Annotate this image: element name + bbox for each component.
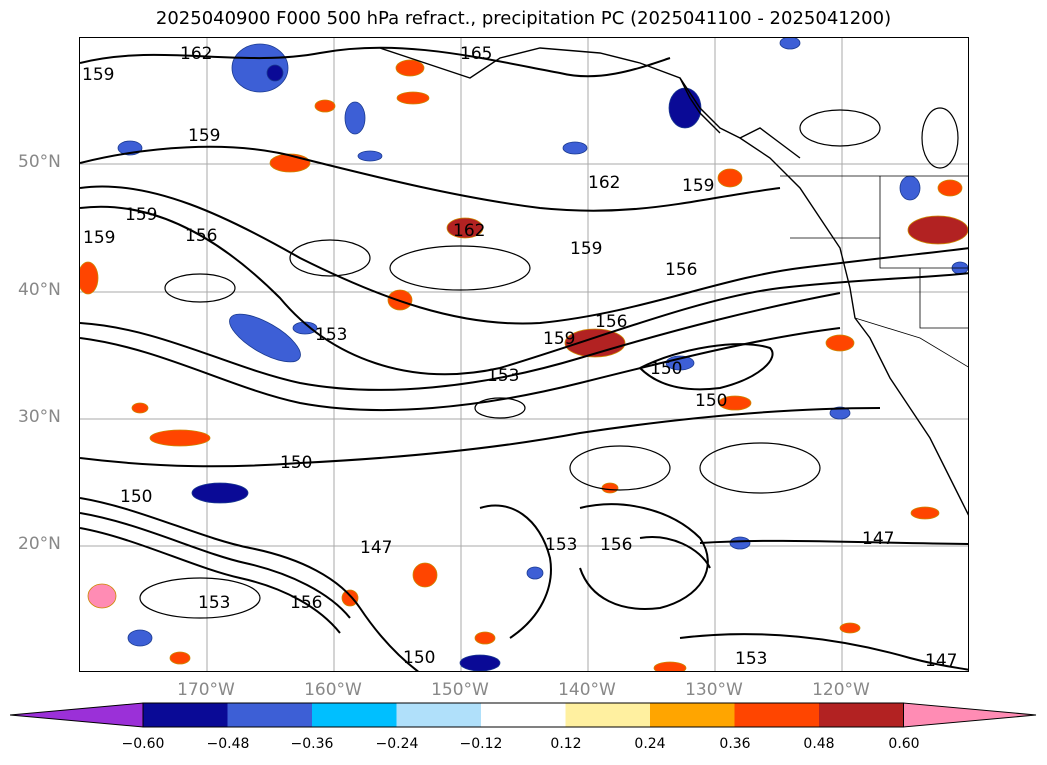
map-title: 2025040900 F000 500 hPa refract., precip… <box>155 8 892 29</box>
contour-label: 159 <box>570 239 602 259</box>
lon-label-140w: 140°W <box>558 680 616 700</box>
contour-label: 150 <box>120 487 152 507</box>
map-panel: 162 165 159 159 159 162 159 156 159 162 … <box>79 37 969 672</box>
contour-label: 165 <box>460 44 492 64</box>
colorbar-tick: 0.36 <box>719 736 751 752</box>
contour-label: 147 <box>360 538 392 558</box>
colorbar-tick: 0.60 <box>888 736 920 752</box>
minor-contours <box>139 107 959 619</box>
colorbar-tick: −0.60 <box>121 736 165 752</box>
political-borders <box>780 175 968 368</box>
contour-label: 159 <box>543 329 575 349</box>
colorbar-extend-right <box>903 702 1037 728</box>
colorbar-segment <box>819 703 904 727</box>
contour-label: 159 <box>82 65 114 85</box>
colorbar-segments <box>10 702 1037 728</box>
colorbar-segment <box>143 703 228 727</box>
contour-label: 159 <box>682 176 714 196</box>
colorbar-tick: −0.48 <box>206 736 250 752</box>
lon-label-170w: 170°W <box>177 680 235 700</box>
precip-positive-patches <box>80 59 968 671</box>
contour-label: 153 <box>487 366 519 386</box>
lat-label-50n: 50°N <box>18 152 61 172</box>
contour-label: 156 <box>595 312 627 332</box>
contour-label: 153 <box>545 535 577 555</box>
lat-label-20n: 20°N <box>18 534 61 554</box>
lat-label-40n: 40°N <box>18 280 61 300</box>
lat-label-30n: 30°N <box>18 407 61 427</box>
contour-label: 153 <box>735 649 767 669</box>
contour-label: 162 <box>180 44 212 64</box>
contour-label: 150 <box>280 453 312 473</box>
colorbar-tick: −0.36 <box>290 736 334 752</box>
contour-label: 153 <box>315 325 347 345</box>
colorbar-tick: −0.12 <box>459 736 503 752</box>
contour-label: 156 <box>290 593 322 613</box>
graticule <box>80 38 968 671</box>
colorbar-outline <box>142 702 904 728</box>
colorbar-extend-left <box>10 702 144 728</box>
contour-label: 162 <box>453 221 485 241</box>
contour-label: 159 <box>188 126 220 146</box>
contour-label: 159 <box>83 228 115 248</box>
contour-label: 153 <box>198 593 230 613</box>
lon-label-120w: 120°W <box>812 680 870 700</box>
contour-label: 156 <box>665 260 697 280</box>
contour-label: 150 <box>650 359 682 379</box>
colorbar-segment <box>396 703 482 727</box>
contour-labels: 162 165 159 159 159 162 159 156 159 162 … <box>82 44 957 671</box>
contour-label: 156 <box>185 226 217 246</box>
colorbar <box>10 702 1037 728</box>
contour-label: 150 <box>403 648 435 668</box>
colorbar-tick: −0.24 <box>375 736 419 752</box>
contours <box>80 46 968 671</box>
colorbar-segment <box>312 703 397 727</box>
contour-label: 150 <box>695 391 727 411</box>
lon-label-150w: 150°W <box>431 680 489 700</box>
colorbar-tick: 0.12 <box>550 736 582 752</box>
contour-label: 162 <box>588 173 620 193</box>
colorbar-segment <box>734 703 820 727</box>
coastline <box>379 47 968 516</box>
lon-label-130w: 130°W <box>685 680 743 700</box>
colorbar-tick: 0.48 <box>803 736 835 752</box>
contour-label: 159 <box>125 205 157 225</box>
colorbar-segment <box>481 703 566 727</box>
colorbar-segment <box>565 703 651 727</box>
colorbar-segment <box>227 703 313 727</box>
colorbar-segment <box>650 703 735 727</box>
contour-label: 156 <box>600 535 632 555</box>
map-canvas: 162 165 159 159 159 162 159 156 159 162 … <box>80 38 968 671</box>
colorbar-tick: 0.24 <box>634 736 666 752</box>
lon-label-160w: 160°W <box>304 680 362 700</box>
contour-label: 147 <box>925 651 957 671</box>
contour-label: 147 <box>862 529 894 549</box>
